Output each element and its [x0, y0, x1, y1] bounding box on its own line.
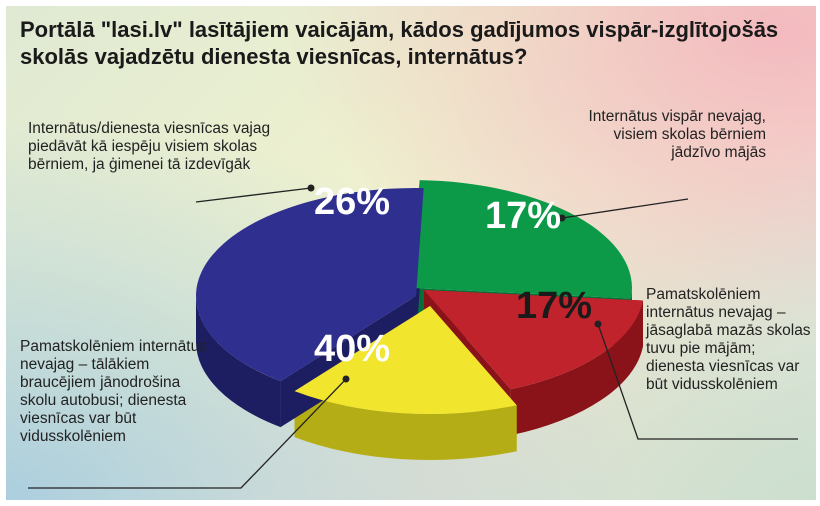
- pie-slice-blue: [195, 188, 424, 382]
- slice-label-red: Internātus vispār nevajag, visiem skolas…: [588, 108, 767, 161]
- leader-line-blue: [28, 378, 347, 489]
- leader-line-green: [195, 187, 312, 203]
- slice-label-green: Internātus/dienesta viesnīcas vajag pied…: [28, 120, 271, 173]
- pct-label-yellow: 17%: [516, 285, 592, 327]
- infographic-frame: Portālā "lasi.lv" lasītājiem vaicājām, k…: [6, 6, 816, 500]
- leader-dot-yellow: [594, 320, 602, 328]
- leader-line-yellow: [597, 323, 798, 440]
- pie-slice-yellow: [294, 306, 517, 414]
- pie-side-red: [510, 300, 643, 436]
- slice-label-blue: Pamatskolēniem internātus nevajag – tālā…: [20, 338, 207, 445]
- leader-line-red: [561, 198, 689, 219]
- pie-chart: 26% 17% 17% 40%: [28, 180, 798, 489]
- pie-side-yellow: [294, 391, 517, 460]
- pie-side-blue: [196, 296, 281, 428]
- leader-dot-red: [558, 214, 566, 222]
- pie-slice-green: [412, 180, 632, 299]
- leader-dot-green: [307, 184, 315, 192]
- pct-label-blue: 40%: [314, 328, 390, 370]
- chart-title: Portālā "lasi.lv" lasītājiem vaicājām, k…: [20, 17, 779, 69]
- pie-slice-red: [424, 290, 643, 390]
- pct-label-green: 26%: [314, 181, 390, 223]
- leader-dot-blue: [342, 375, 350, 383]
- pct-label-red: 17%: [485, 195, 561, 237]
- slice-label-yellow: Pamatskolēniem internātus nevajag – jāsa…: [646, 286, 811, 393]
